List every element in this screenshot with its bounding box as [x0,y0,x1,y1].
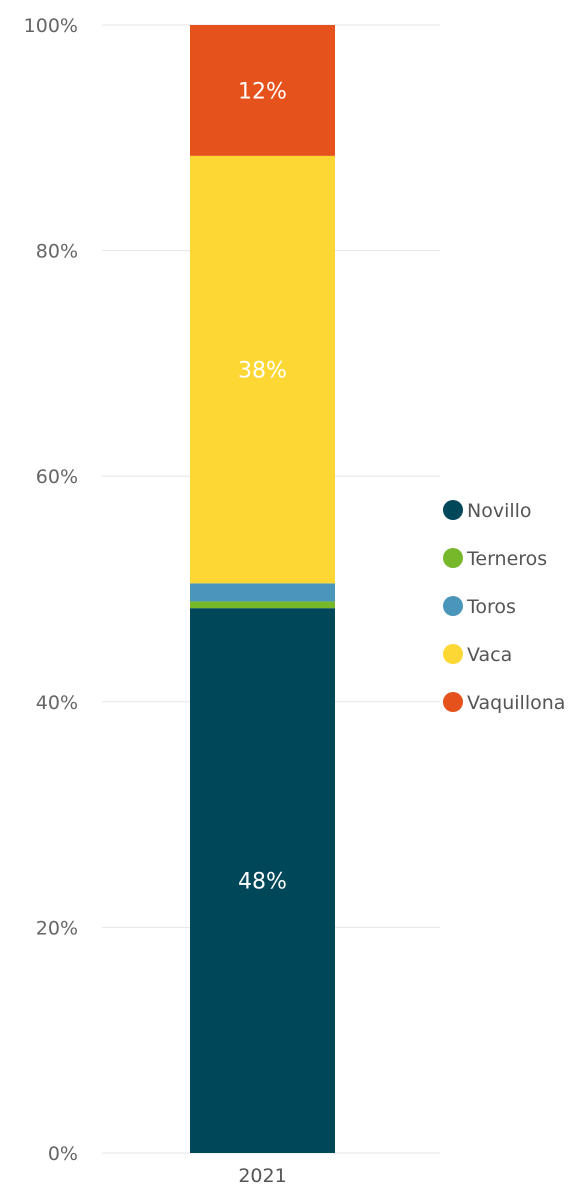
x-tick-label: 2021 [238,1165,286,1184]
legend-marker [443,692,463,712]
legend-item-vaquillona[interactable]: Vaquillona [443,692,565,714]
legend-marker [443,644,463,664]
legend: Novillo Terneros Toros Vaca Vaquillona [443,500,565,714]
legend-label: Terneros [466,548,547,570]
legend-item-terneros[interactable]: Terneros [443,548,547,570]
y-tick-label: 20% [36,917,78,939]
legend-label: Novillo [467,500,532,522]
y-tick-label: 40% [36,692,78,714]
bar-segment-toros[interactable] [190,583,335,602]
bar-segment-novillo[interactable] [190,608,335,1153]
bar-segment-vaca[interactable] [190,155,335,584]
y-tick-label: 100% [24,15,78,37]
data-label-novillo: 48% [238,870,287,895]
data-label-vaca: 38% [238,359,287,384]
legend-marker [443,548,463,568]
bars [190,25,335,1153]
data-label-vaquillona: 12% [238,79,287,104]
legend-label: Toros [466,596,516,618]
x-axis: 2021 [238,1165,286,1184]
legend-label: Vaquillona [467,692,565,714]
data-labels: 48% 38% 12% [238,79,287,894]
legend-label: Vaca [467,644,512,666]
y-tick-label: 60% [36,466,78,488]
legend-item-vaca[interactable]: Vaca [443,644,512,666]
legend-item-toros[interactable]: Toros [443,596,516,618]
y-axis: 0% 20% 40% 60% 80% 100% [24,15,78,1165]
legend-item-novillo[interactable]: Novillo [443,500,532,522]
bar-segment-terneros[interactable] [190,601,335,609]
y-tick-label: 80% [36,241,78,263]
y-tick-label: 0% [48,1143,78,1165]
legend-marker [443,500,463,520]
bar-segment-vaquillona[interactable] [190,25,335,156]
legend-marker [443,596,463,616]
